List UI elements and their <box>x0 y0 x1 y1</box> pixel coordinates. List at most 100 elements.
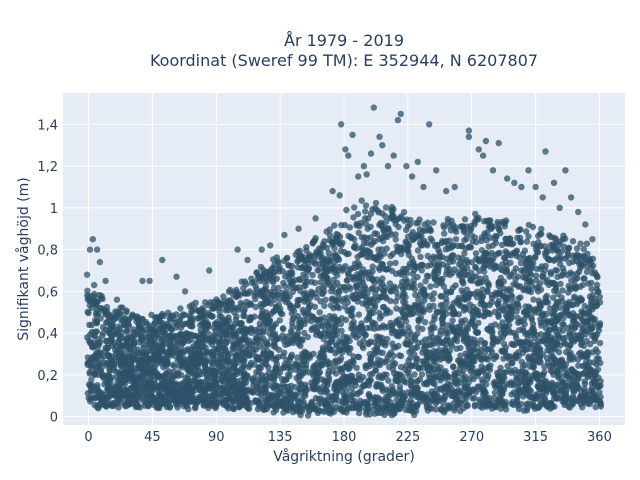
data-point <box>541 316 549 323</box>
data-point <box>406 260 413 267</box>
data-point <box>558 356 565 363</box>
data-point <box>486 366 494 373</box>
data-point <box>342 316 350 324</box>
data-point <box>564 250 572 258</box>
data-point <box>414 401 421 408</box>
data-point <box>326 226 333 233</box>
data-point <box>128 363 135 370</box>
data-point <box>114 379 121 386</box>
data-point <box>306 295 314 302</box>
data-point <box>93 328 101 335</box>
data-point <box>319 290 326 297</box>
data-point <box>508 340 515 348</box>
data-point <box>378 385 386 392</box>
data-point <box>571 295 578 302</box>
data-point <box>331 385 338 393</box>
data-point <box>240 379 248 387</box>
data-point <box>417 253 424 260</box>
data-point <box>255 272 262 280</box>
data-point <box>496 226 503 233</box>
data-point <box>303 310 311 317</box>
data-point <box>460 290 467 297</box>
data-point <box>582 256 589 263</box>
data-point <box>98 371 106 378</box>
data-point <box>297 411 304 419</box>
data-point <box>441 238 449 245</box>
data-point <box>487 234 494 241</box>
data-point <box>241 371 248 378</box>
data-point <box>581 302 588 310</box>
data-point <box>553 395 560 402</box>
data-point <box>309 271 316 279</box>
data-point <box>485 394 493 402</box>
data-point <box>592 396 599 403</box>
data-point <box>151 376 158 383</box>
data-point <box>542 325 550 332</box>
data-point <box>562 389 569 397</box>
data-point <box>497 368 504 376</box>
data-point <box>371 325 378 332</box>
data-point <box>430 302 437 310</box>
data-point <box>371 304 378 312</box>
data-point <box>283 392 290 399</box>
data-point <box>326 312 333 320</box>
data-point <box>435 246 442 253</box>
data-point <box>124 336 131 343</box>
data-point <box>186 303 193 310</box>
data-point <box>273 275 280 282</box>
data-point <box>502 402 509 409</box>
data-point <box>474 383 481 390</box>
data-point <box>471 221 478 228</box>
data-point <box>534 288 542 295</box>
data-point <box>371 406 378 413</box>
data-point <box>252 303 259 311</box>
data-point <box>290 336 297 343</box>
data-point <box>530 296 537 303</box>
data-point <box>153 332 160 339</box>
data-point <box>396 322 403 329</box>
data-point <box>271 341 278 348</box>
data-point <box>552 267 559 274</box>
data-point <box>423 363 431 370</box>
data-point <box>245 405 253 412</box>
data-point <box>387 297 394 305</box>
data-point <box>427 283 434 290</box>
data-point <box>122 386 129 394</box>
data-point <box>574 356 582 363</box>
data-point <box>351 204 358 211</box>
data-point <box>260 329 267 336</box>
data-point <box>321 238 328 245</box>
data-point <box>294 312 302 320</box>
data-point <box>104 319 111 326</box>
data-point <box>325 323 333 330</box>
data-point <box>316 266 323 273</box>
data-point <box>301 350 308 358</box>
data-point <box>392 220 399 227</box>
data-point <box>431 267 439 274</box>
data-point <box>572 275 579 283</box>
data-point <box>344 276 351 284</box>
data-point <box>347 359 354 366</box>
data-point <box>317 349 324 357</box>
data-point <box>439 253 446 261</box>
data-point <box>477 355 484 362</box>
data-point <box>543 292 551 300</box>
data-point <box>581 378 588 385</box>
data-point <box>318 400 325 407</box>
data-point <box>353 364 360 372</box>
data-point <box>244 399 252 406</box>
data-point <box>439 314 447 321</box>
data-point <box>367 376 374 384</box>
data-point <box>303 357 310 364</box>
data-point <box>426 335 433 342</box>
data-point <box>300 290 307 298</box>
data-point <box>294 248 301 255</box>
data-point <box>166 397 173 404</box>
data-point <box>173 383 181 391</box>
data-point <box>480 255 487 262</box>
data-point <box>358 197 365 204</box>
data-point <box>299 336 306 343</box>
data-point <box>478 376 486 383</box>
data-point <box>591 333 598 340</box>
data-point <box>573 381 581 388</box>
